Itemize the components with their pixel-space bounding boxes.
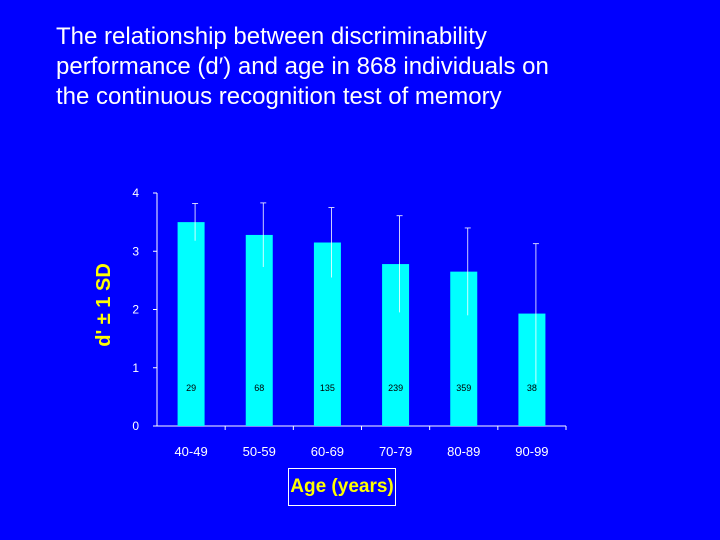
slide-title-line-2: performance (d′) and age in 868 individu… <box>56 53 549 80</box>
y-tick-label: 4 <box>132 186 139 200</box>
chart-y-ticks: 0 1 2 3 4 <box>132 186 157 433</box>
bar <box>245 234 273 426</box>
count-label: 239 <box>388 383 403 393</box>
bar <box>313 242 341 426</box>
slide-title: The relationship between discriminabilit… <box>56 22 676 112</box>
chart-bars <box>177 222 546 426</box>
x-tick-label: 40-49 <box>174 444 207 459</box>
x-axis-label: Age (years) <box>288 468 396 506</box>
chart-axes <box>156 193 566 427</box>
chart-count-labels: 29 68 135 239 359 38 <box>186 383 537 393</box>
y-tick-label: 3 <box>132 244 139 258</box>
bar <box>177 222 205 426</box>
y-tick-label: 2 <box>132 303 139 317</box>
x-tick-label: 80-89 <box>447 444 480 459</box>
y-tick-label: 1 <box>132 361 139 375</box>
count-label: 38 <box>527 383 537 393</box>
bar <box>382 264 410 426</box>
chart-error-bars <box>192 202 539 384</box>
chart-x-ticks: 40-49 50-59 60-69 70-79 80-89 90-99 <box>174 426 567 459</box>
slide-title-line-1: The relationship between discriminabilit… <box>56 23 487 50</box>
x-tick-label: 60-69 <box>311 444 344 459</box>
count-label: 359 <box>456 383 471 393</box>
bar <box>450 271 478 426</box>
count-label: 29 <box>186 383 196 393</box>
bar <box>518 313 546 426</box>
count-label: 68 <box>254 383 264 393</box>
y-axis-label: d' ± 1 SD <box>93 263 115 347</box>
slide-title-line-3: the continuous recognition test of memor… <box>56 83 502 110</box>
y-tick-label: 0 <box>132 419 139 433</box>
x-tick-label: 70-79 <box>379 444 412 459</box>
count-label: 135 <box>320 383 335 393</box>
x-tick-label: 50-59 <box>243 444 276 459</box>
x-tick-label: 90-99 <box>515 444 548 459</box>
